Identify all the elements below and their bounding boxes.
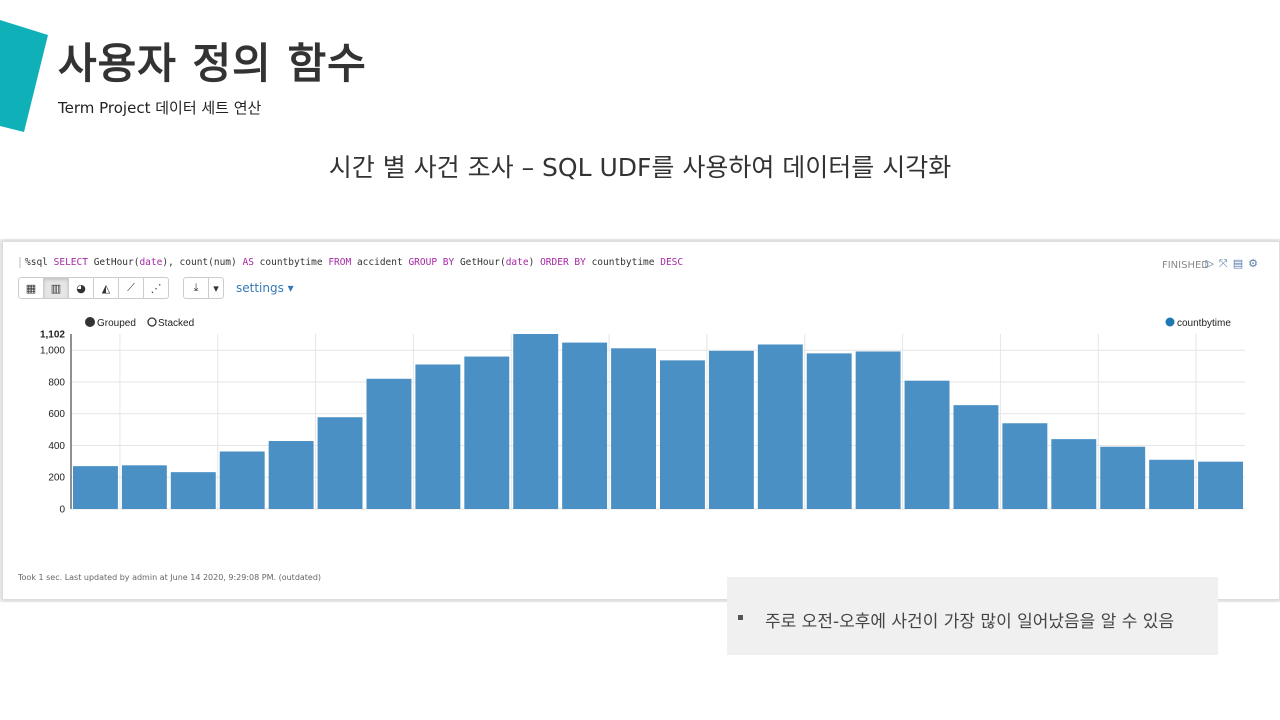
bar-hour-19: [1002, 423, 1048, 509]
pie-chart-icon: ◕: [76, 281, 86, 295]
grouped-radio[interactable]: [85, 317, 95, 327]
y-max-label: 1,102: [40, 330, 65, 341]
x-tick-label: 19: [995, 514, 1007, 515]
bar-hour-4: [268, 441, 314, 509]
bar-hour-10: [562, 342, 608, 509]
expand-icon[interactable]: ⤧: [1218, 257, 1233, 270]
bar-hour-18: [953, 405, 999, 509]
section-heading: 시간 별 사건 조사 – SQL UDF를 사용하여 데이터를 시각화: [328, 153, 952, 182]
paragraph-footer: Took 1 sec. Last updated by admin at Jun…: [18, 573, 322, 582]
area-chart-button[interactable]: ◭: [93, 277, 119, 299]
slide-subtitle: Term Project 데이터 세트 연산: [58, 99, 262, 117]
settings-link[interactable]: settings ▾: [236, 281, 294, 295]
visualization-toolbar: ▦ ▥ ◕ ◭ ⟋ ⋰ ⤓ ▾ settings ▾: [18, 277, 294, 299]
teal-accent-shape: [0, 20, 48, 132]
bar-hour-3: [219, 451, 265, 509]
line-chart-icon: ⟋: [127, 281, 135, 294]
x-tick-label: 7: [411, 514, 417, 515]
bullet-text: 주로 오전-오후에 사건이 가장 많이 일어났음을 알 수 있음: [765, 612, 1175, 632]
bar-hour-17: [904, 380, 950, 509]
bar-hour-1: [121, 465, 167, 509]
gear-icon[interactable]: ⚙: [1248, 257, 1263, 270]
y-tick-label: 0: [59, 505, 65, 516]
grouped-label: Grouped: [97, 318, 136, 329]
x-tick-label: 11: [604, 514, 615, 515]
x-tick-label: 21: [1093, 514, 1105, 515]
paragraph-status: FINISHED: [1161, 260, 1209, 271]
bar-chart-button[interactable]: ▥: [43, 277, 69, 299]
bar-hour-5: [317, 417, 363, 509]
scatter-chart-button[interactable]: ⋰: [143, 277, 169, 299]
bar-hour-15: [806, 353, 852, 509]
zeppelin-paragraph: %sql SELECT GetHour(date), count(num) AS…: [2, 241, 1280, 600]
bar-hour-6: [366, 378, 412, 509]
bar-chart: 02004006008001,0001,10213579111315171921…: [40, 317, 1245, 516]
bar-hour-9: [513, 334, 559, 509]
y-tick-label: 800: [48, 377, 65, 388]
bar-hour-12: [660, 360, 705, 509]
x-tick-label: 15: [799, 514, 811, 515]
bullet-square-icon: [738, 615, 743, 620]
paragraph-controls: ▷⤧▤⚙: [1205, 257, 1263, 271]
pie-chart-button[interactable]: ◕: [68, 277, 94, 299]
table-view-button[interactable]: ▦: [18, 277, 44, 299]
caret-down-icon: ▾: [213, 281, 219, 295]
legend-marker: [1165, 317, 1175, 327]
x-tick-label: 5: [313, 514, 319, 515]
bar-hour-7: [415, 364, 461, 509]
y-tick-label: 400: [48, 441, 65, 452]
bar-hour-16: [855, 351, 901, 509]
bar-hour-8: [464, 356, 510, 509]
area-chart-icon: ◭: [101, 281, 111, 295]
x-tick-label: 23: [1191, 514, 1203, 515]
bar-chart-icon: ▥: [50, 281, 62, 295]
stacked-radio[interactable]: [147, 317, 157, 327]
bar-hour-0: [73, 466, 118, 509]
download-button[interactable]: ⤓: [183, 277, 209, 299]
bar-hour-21: [1100, 446, 1146, 509]
play-icon[interactable]: ▷: [1205, 257, 1219, 270]
y-tick-label: 1,000: [40, 346, 65, 357]
bar-hour-13: [708, 350, 754, 509]
bar-hour-11: [611, 348, 656, 509]
bar-hour-14: [757, 344, 803, 509]
download-dropdown-button[interactable]: ▾: [208, 277, 224, 299]
sql-code-line[interactable]: %sql SELECT GetHour(date), count(num) AS…: [19, 257, 683, 268]
scatter-chart-icon: ⋰: [150, 281, 162, 295]
stacked-label: Stacked: [158, 318, 194, 329]
line-chart-button[interactable]: ⟋: [118, 277, 144, 299]
x-tick-label: 1: [117, 514, 123, 515]
x-tick-label: 9: [508, 514, 514, 515]
legend-label: countbytime: [1177, 318, 1231, 329]
y-tick-label: 200: [48, 473, 65, 484]
x-tick-label: 13: [701, 514, 713, 515]
bar-hour-2: [170, 472, 216, 509]
bar-hour-22: [1149, 459, 1195, 509]
download-icon: ⤓: [193, 281, 199, 294]
book-icon[interactable]: ▤: [1232, 257, 1249, 270]
y-tick-label: 600: [48, 409, 65, 420]
bar-hour-20: [1051, 439, 1097, 509]
x-tick-label: 17: [897, 514, 909, 515]
bar-hour-23: [1198, 461, 1243, 509]
x-tick-label: 3: [215, 514, 221, 515]
bullet-note: 주로 오전-오후에 사건이 가장 많이 일어났음을 알 수 있음: [727, 577, 1218, 655]
slide-title: 사용자 정의 함수: [58, 39, 367, 88]
table-icon: ▦: [25, 281, 37, 295]
